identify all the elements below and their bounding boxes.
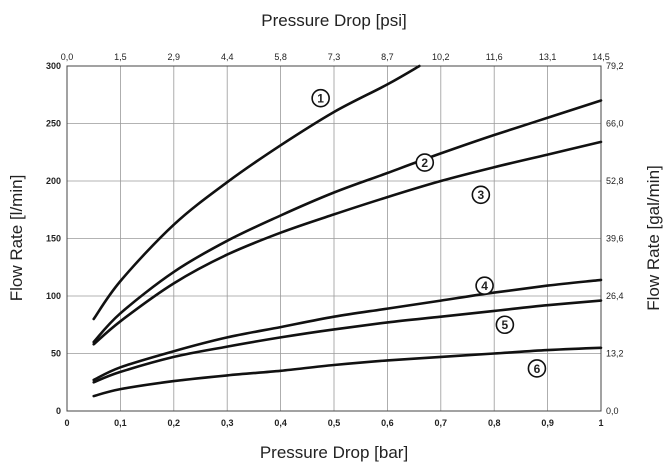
- x-tick-label: 0,8: [488, 418, 501, 428]
- x-tick-label: 0,6: [381, 418, 394, 428]
- x2-tick-label: 10,2: [432, 52, 450, 62]
- curves: [92, 64, 603, 398]
- y-tick-label: 0: [56, 406, 61, 416]
- curve-markers: 1 2 3 4 5 6: [311, 88, 547, 378]
- curve-marker-circle-2: [415, 153, 435, 172]
- y2-axis-title: Flow Rate [gal/min]: [644, 165, 663, 311]
- curve-3: [92, 140, 603, 346]
- x-tick-label: 0,5: [328, 418, 341, 428]
- curve-1: [92, 64, 421, 321]
- curve-4: [92, 278, 603, 382]
- curve-marker-circle-6: [527, 359, 547, 378]
- x2-tick-label: 11,6: [486, 52, 503, 62]
- x2-tick-label: 5,8: [274, 52, 287, 62]
- curve-5: [92, 299, 603, 384]
- x-tick-label: 0,7: [435, 418, 448, 428]
- x2-axis-title: Pressure Drop [psi]: [261, 11, 407, 30]
- y2-tick-label: 79,2: [606, 61, 624, 71]
- y2-tick-label: 13,2: [606, 349, 624, 359]
- curve-marker-circle-3: [471, 185, 491, 205]
- y-axis-title: Flow Rate [l/min]: [7, 175, 26, 302]
- curve-2: [92, 99, 603, 344]
- x2-tick-label: 2,9: [168, 52, 181, 62]
- x-tick-label: 1: [598, 418, 603, 428]
- x2-tick-label: 4,4: [221, 52, 234, 62]
- curve-marker-label-1: 1: [317, 92, 324, 106]
- x-tick-label: 0: [64, 418, 69, 428]
- tick-labels: 0 0,1 0,2 0,3 0,4 0,5 0,6 0,7 0,8 0,9 10,0 1,5 2,9 4,…: [46, 52, 624, 428]
- curve-marker-label-2: 2: [421, 156, 428, 170]
- plot-frame: [66, 65, 602, 412]
- x-axis-title: Pressure Drop [bar]: [260, 443, 408, 462]
- x2-tick-label: 0,0: [61, 52, 74, 62]
- y-tick-label: 150: [46, 234, 61, 244]
- x2-tick-label: 7,3: [328, 52, 341, 62]
- y-tick-label: 300: [46, 61, 61, 71]
- curve-6: [92, 346, 603, 398]
- x2-tick-label: 13,1: [539, 52, 557, 62]
- y-tick-label: 50: [51, 349, 61, 359]
- curve-marker-label-6: 6: [534, 362, 541, 376]
- curve-marker-circle-4: [475, 276, 494, 295]
- x-tick-label: 0,3: [221, 418, 234, 428]
- x-tick-label: 0,2: [168, 418, 181, 428]
- y-tick-label: 250: [46, 119, 61, 129]
- y2-tick-label: 0,0: [606, 406, 619, 416]
- curve-marker-label-4: 4: [481, 279, 488, 293]
- x-tick-label: 0,4: [274, 418, 287, 428]
- x-tick-label: 0,1: [114, 418, 127, 428]
- x2-tick-label: 14,5: [592, 52, 610, 62]
- y2-tick-label: 39,6: [606, 234, 624, 244]
- y2-tick-label: 66,0: [606, 119, 624, 129]
- y2-tick-label: 26,4: [606, 291, 624, 301]
- x2-tick-label: 8,7: [381, 52, 394, 62]
- curve-marker-label-5: 5: [502, 318, 509, 332]
- y-tick-label: 200: [46, 176, 61, 186]
- x-tick-label: 0,9: [541, 418, 554, 428]
- curve-marker-label-3: 3: [478, 188, 485, 202]
- y-tick-label: 100: [46, 291, 61, 301]
- x2-tick-label: 1,5: [114, 52, 127, 62]
- curve-marker-circle-1: [311, 88, 330, 108]
- curve-marker-circle-5: [495, 315, 515, 335]
- y2-tick-label: 52,8: [606, 176, 624, 186]
